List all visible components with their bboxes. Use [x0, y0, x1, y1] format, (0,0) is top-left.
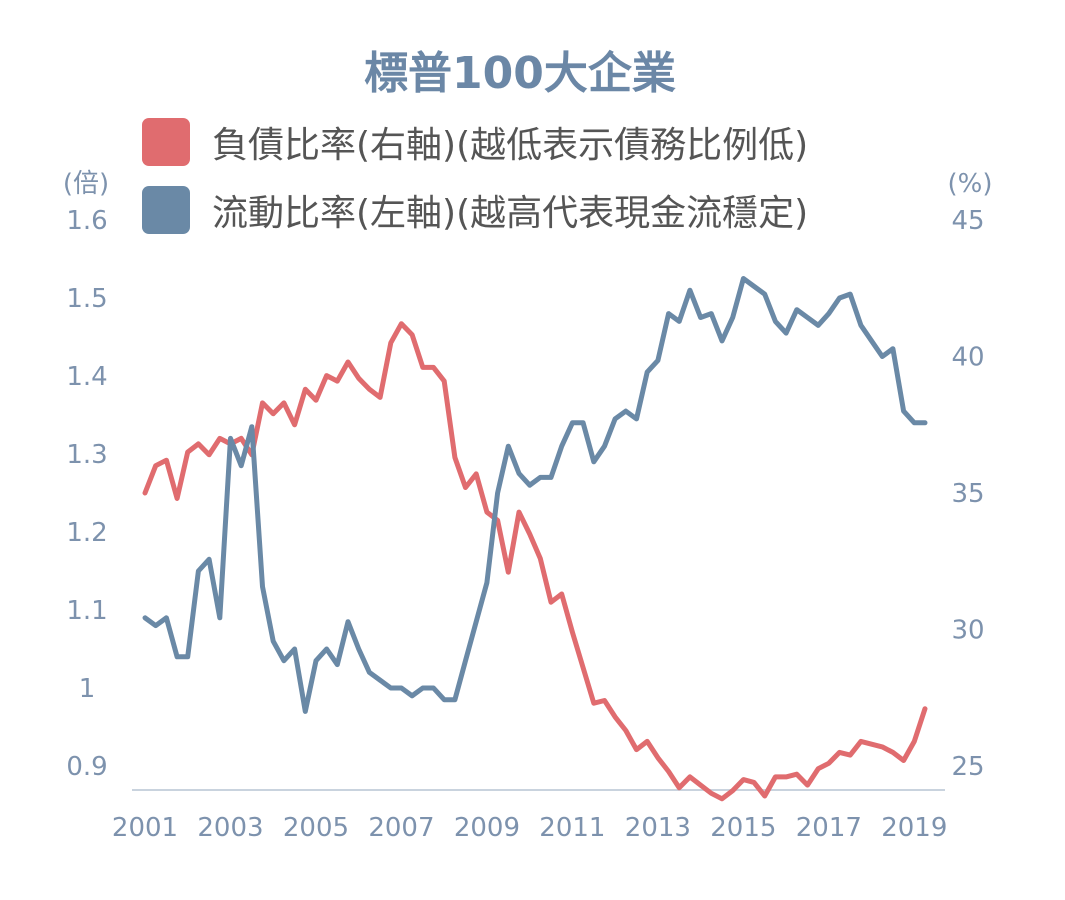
legend: 負債比率(右軸)(越低表示債務比例低) 流動比率(左軸)(越高代表現金流穩定) — [142, 118, 808, 234]
right-axis-unit: (%) — [948, 169, 993, 199]
right-tick-label: 45 — [951, 206, 984, 236]
left-tick-label: 1.3 — [66, 440, 107, 470]
debt-ratio-line — [142, 321, 928, 802]
legend-swatch-current-ratio — [142, 186, 190, 234]
legend-label-current-ratio: 流動比率(左軸)(越高代表現金流穩定) — [212, 193, 808, 234]
x-tick-label: 2007 — [368, 813, 434, 843]
left-tick-label: 0.9 — [66, 752, 107, 782]
x-tick-label: 2015 — [710, 813, 776, 843]
x-tick-label: 2009 — [454, 813, 520, 843]
right-tick-label: 40 — [951, 343, 984, 373]
left-tick-label: 1.5 — [66, 284, 107, 314]
right-tick-label: 30 — [951, 616, 984, 646]
right-axis-ticks: 45 40 35 30 25 — [951, 206, 984, 782]
left-tick-label: 1.4 — [66, 362, 107, 392]
left-tick-label: 1 — [79, 674, 96, 704]
x-tick-label: 2011 — [539, 813, 605, 843]
right-tick-label: 25 — [951, 752, 984, 782]
x-tick-label: 2001 — [112, 813, 178, 843]
x-tick-label: 2013 — [625, 813, 691, 843]
x-tick-label: 2003 — [197, 813, 263, 843]
series-lines — [142, 276, 928, 802]
current-ratio-line — [142, 276, 928, 714]
x-tick-label: 2019 — [881, 813, 947, 843]
left-tick-label: 1.6 — [66, 206, 107, 236]
chart-title: 標普100大企業 — [364, 48, 676, 99]
x-axis-ticks: 2001 2003 2005 2007 2009 2011 2013 2015 2017 2019 — [112, 813, 947, 843]
left-tick-label: 1.1 — [66, 596, 107, 626]
right-tick-label: 35 — [951, 479, 984, 509]
left-axis-unit: (倍) — [63, 169, 109, 199]
x-tick-label: 2017 — [796, 813, 862, 843]
left-tick-label: 1.2 — [66, 518, 107, 548]
left-axis-ticks: 1.6 1.5 1.4 1.3 1.2 1.1 1 0.9 — [66, 206, 107, 782]
legend-swatch-debt-ratio — [142, 118, 190, 166]
legend-label-debt-ratio: 負債比率(右軸)(越低表示債務比例低) — [212, 125, 808, 166]
x-tick-label: 2005 — [283, 813, 349, 843]
